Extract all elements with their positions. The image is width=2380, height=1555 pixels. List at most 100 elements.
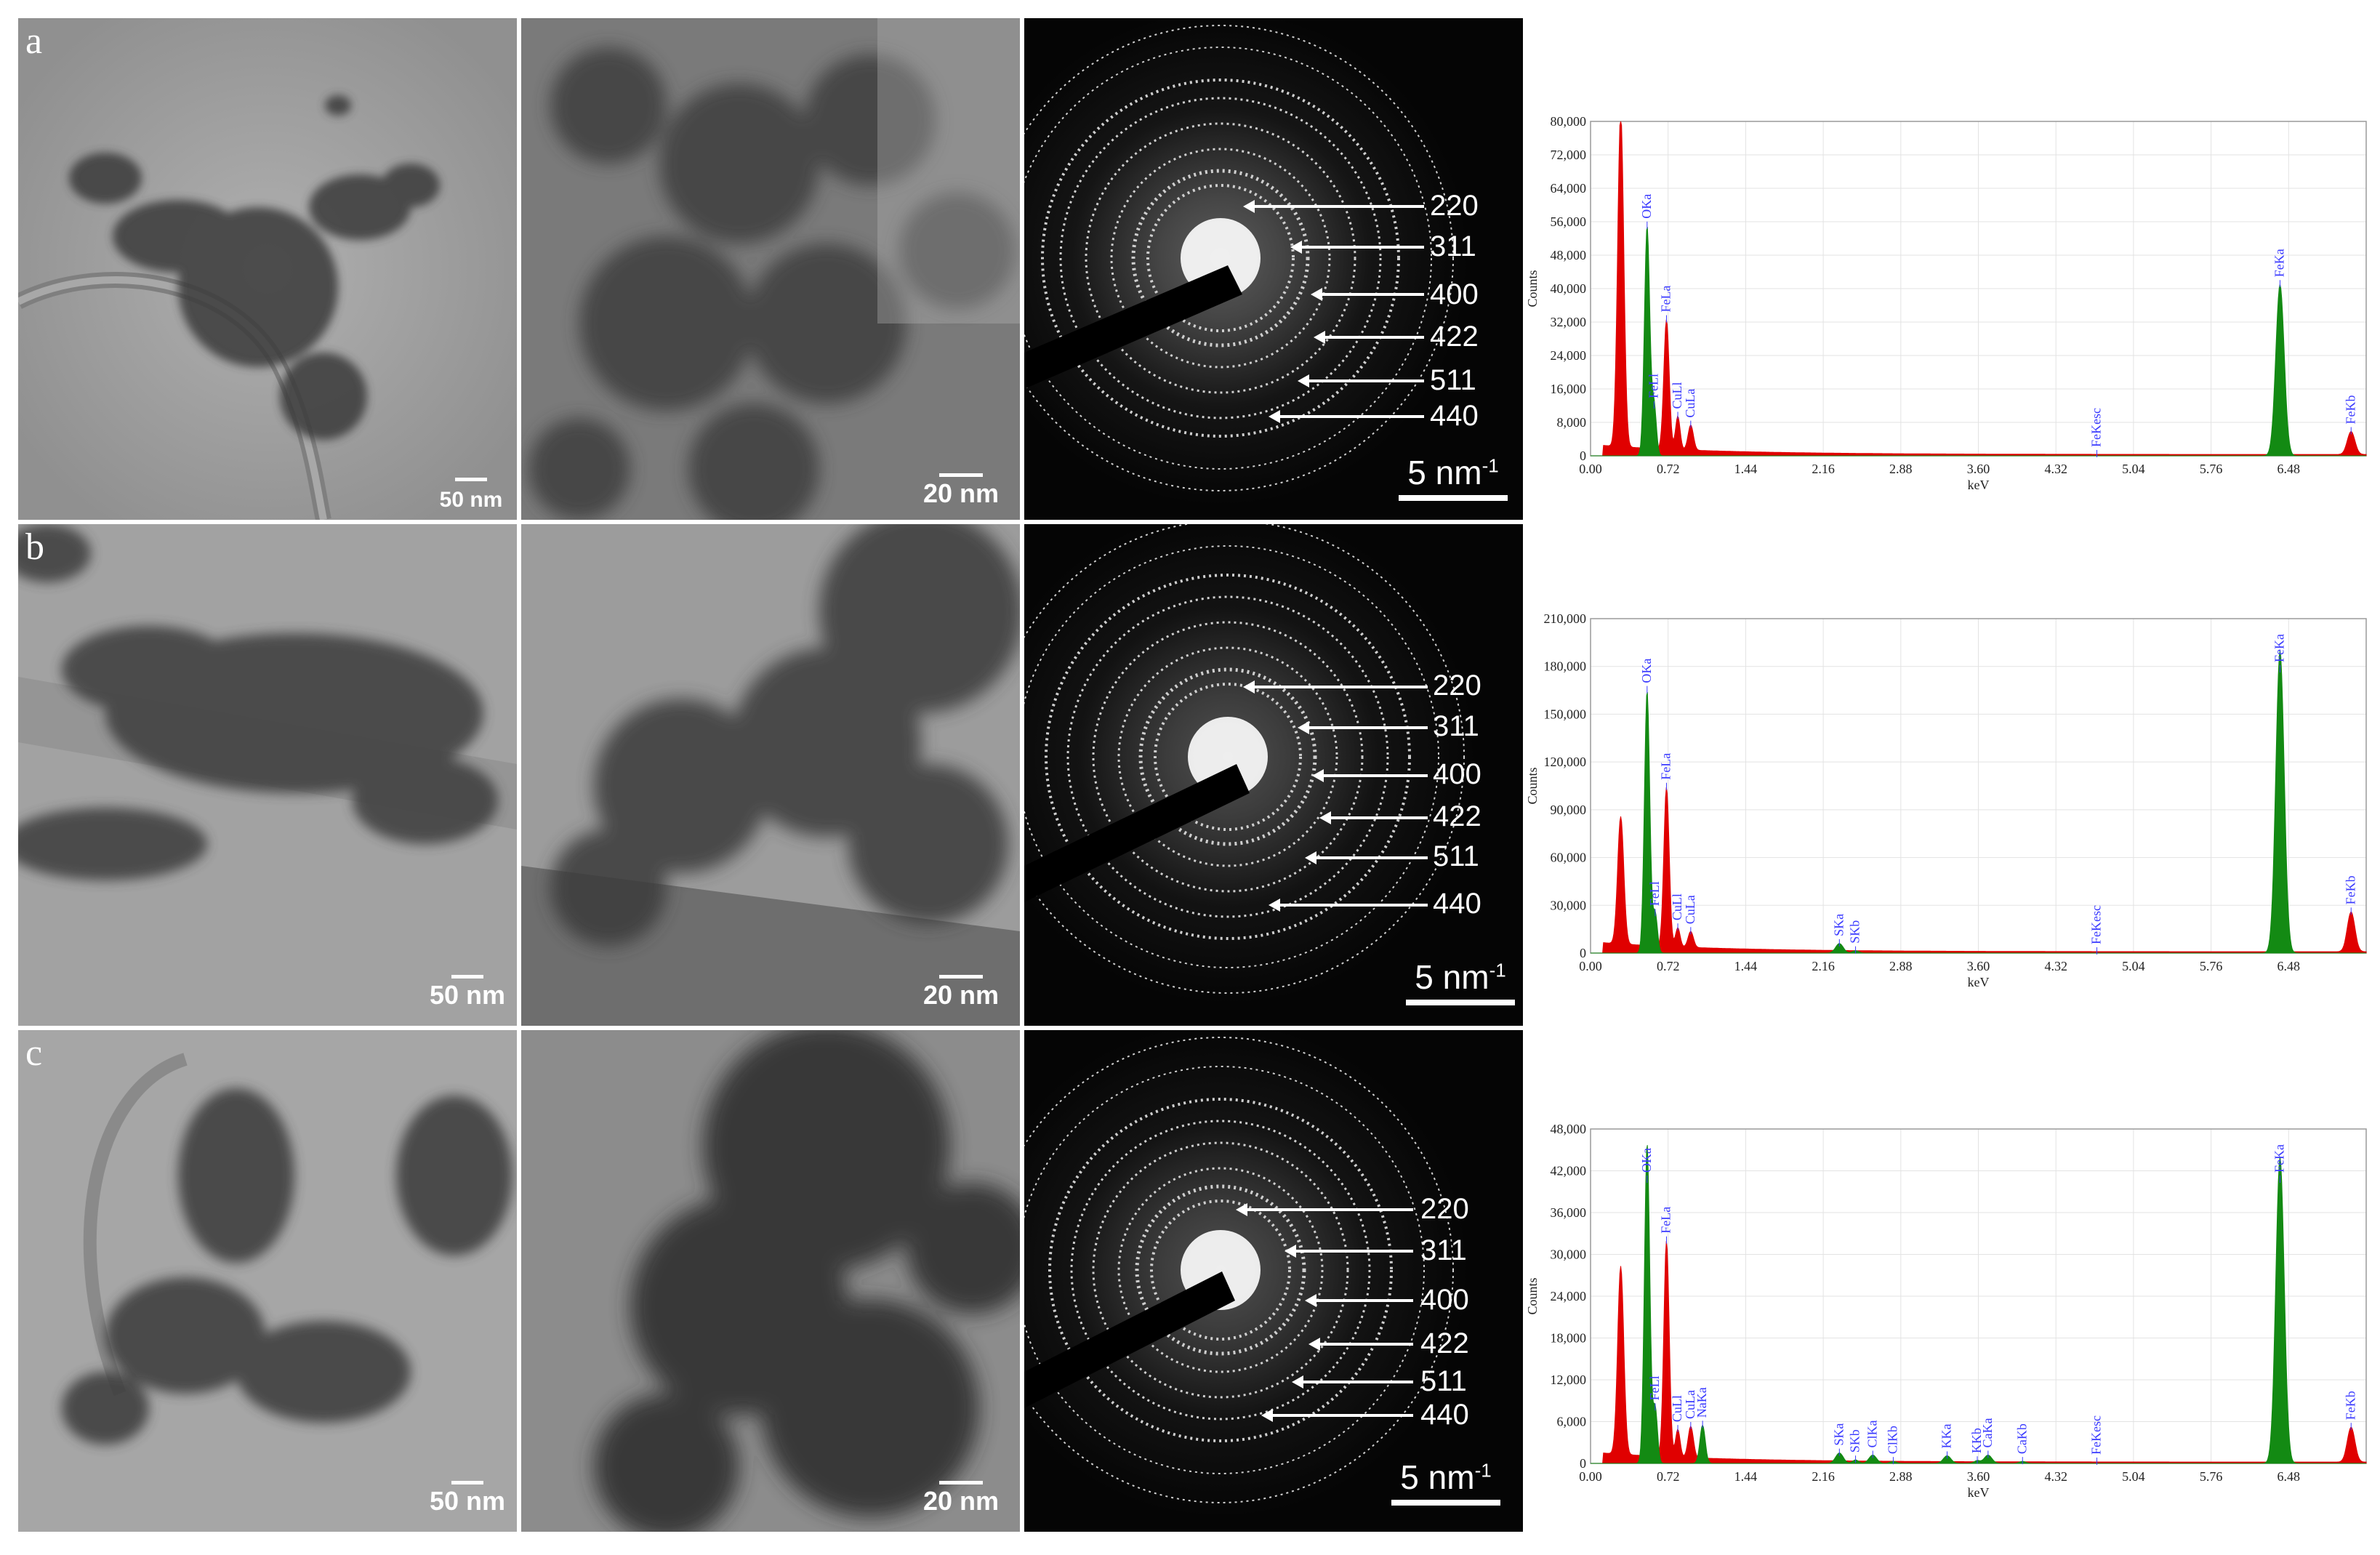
x-tick-label: 3.60 (1967, 1469, 1990, 1484)
ring-label-311: 311 (1420, 1234, 1467, 1266)
scale-bar-overview: 50 nm (431, 478, 511, 513)
x-tick-label: 1.44 (1734, 959, 1758, 973)
x-tick-label: 3.60 (1967, 462, 1990, 476)
ring-arrow (1319, 811, 1428, 824)
peak-label: OKa (1639, 194, 1654, 219)
peak-label: KKb (1969, 1428, 1984, 1453)
x-tick-label: 2.16 (1812, 959, 1835, 973)
scale-bar-label: 20 nm (922, 1486, 1000, 1516)
saed-scale-label: 5 nm (1407, 454, 1482, 491)
peak-label: FeKa (2272, 249, 2286, 277)
peak-label: FeLa (1658, 286, 1673, 313)
tem-detail-a: 20 nm (521, 18, 1020, 520)
x-tick-label: 6.48 (2278, 1469, 2301, 1484)
scale-bar-overview: 50 nm (424, 1481, 511, 1516)
peak-label: SKb (1848, 920, 1862, 944)
x-tick-label: 5.76 (2200, 1469, 2223, 1484)
y-tick-label: 6,000 (1557, 1415, 1587, 1429)
peak-label: FeLa (1658, 1207, 1673, 1234)
y-tick-label: 0 (1580, 1456, 1586, 1471)
x-tick-label: 0.72 (1657, 462, 1680, 476)
x-tick-label: 5.76 (2200, 462, 2223, 476)
y-tick-label: 18,000 (1551, 1331, 1587, 1346)
x-tick-label: 5.04 (2122, 959, 2145, 973)
peak-label: FeLa (1658, 753, 1673, 780)
peak-label: CuLl (1670, 1395, 1684, 1422)
peak-label: SKa (1831, 914, 1846, 936)
y-tick-label: 48,000 (1551, 1122, 1587, 1136)
x-axis-label: keV (1968, 478, 1990, 492)
ring-label-440: 440 (1433, 888, 1482, 920)
scale-bar-label: 20 nm (922, 478, 1000, 508)
ring-arrow (1236, 1203, 1413, 1216)
ring-label-440: 440 (1430, 400, 1479, 432)
y-tick-label: 60,000 (1551, 851, 1587, 865)
ring-label-220: 220 (1433, 670, 1482, 702)
ring-label-511: 511 (1420, 1365, 1467, 1397)
ring-arrow (1269, 899, 1428, 912)
ring-label-440: 440 (1420, 1399, 1469, 1431)
y-tick-label: 120,000 (1544, 755, 1587, 769)
ring-arrow (1298, 374, 1424, 387)
ring-label-220: 220 (1420, 1193, 1469, 1225)
y-tick-label: 150,000 (1544, 707, 1587, 721)
scale-bar-detail: 20 nm (914, 473, 1008, 509)
x-tick-label: 2.88 (1889, 959, 1913, 973)
ring-arrow (1285, 1245, 1413, 1258)
tem-overview-image-b (18, 524, 517, 1026)
tem-overview-a: a 50 nm (18, 18, 517, 520)
ring-label-400: 400 (1420, 1284, 1469, 1316)
peak-label: SKa (1831, 1423, 1846, 1446)
saed-pattern-b (1024, 524, 1523, 1026)
ring-arrow (1243, 680, 1428, 694)
ring-arrow (1269, 410, 1424, 423)
x-tick-label: 2.88 (1889, 1469, 1913, 1484)
ring-arrow (1305, 1294, 1413, 1307)
saed-a: 220 311 400 422 511 440 5 nm-1 (1024, 18, 1523, 520)
ring-label-400: 400 (1433, 758, 1482, 790)
y-tick-label: 48,000 (1551, 248, 1587, 262)
x-tick-label: 1.44 (1734, 462, 1758, 476)
scale-bar-label: 50 nm (429, 1486, 506, 1516)
y-tick-label: 0 (1580, 449, 1586, 463)
x-axis-label: keV (1968, 1485, 1990, 1500)
scale-bar-overview: 50 nm (424, 975, 511, 1010)
x-tick-label: 5.04 (2122, 462, 2145, 476)
y-tick-label: 210,000 (1544, 611, 1587, 626)
y-axis-label: Counts (1527, 270, 1540, 307)
x-tick-label: 1.44 (1734, 1469, 1758, 1484)
ring-label-511: 511 (1433, 840, 1479, 872)
y-tick-label: 16,000 (1551, 382, 1587, 396)
spectrum-area-green (1591, 650, 2366, 954)
saed-scale-bar: 5 nm-1 (1391, 1458, 1500, 1506)
y-tick-label: 36,000 (1551, 1205, 1587, 1220)
tem-overview-image-a (18, 18, 517, 520)
ring-arrow (1290, 241, 1424, 254)
ring-arrow (1311, 288, 1424, 301)
ring-arrow (1243, 200, 1424, 213)
peak-label: ClKb (1885, 1426, 1899, 1454)
peak-label: CuLa (1683, 1390, 1697, 1419)
x-tick-label: 0.00 (1579, 1469, 1602, 1484)
saed-scale-exponent: -1 (1482, 454, 1499, 477)
tem-detail-image-a (521, 18, 1020, 520)
y-tick-label: 180,000 (1544, 659, 1587, 674)
y-tick-label: 24,000 (1551, 1289, 1587, 1303)
peak-label: ClKa (1865, 1420, 1879, 1447)
scale-bar-detail: 20 nm (914, 1481, 1008, 1516)
saed-scale-bar: 5 nm-1 (1399, 453, 1508, 501)
x-tick-label: 6.48 (2278, 462, 2301, 476)
saed-c: 220 311 400 422 511 440 5 nm-1 (1024, 1030, 1523, 1532)
spectrum-area-red (1591, 121, 2367, 457)
peak-label: FeKa (2272, 634, 2286, 662)
spectrum-area-green (1591, 1145, 2366, 1464)
y-tick-label: 72,000 (1551, 148, 1587, 162)
saed-pattern-a (1024, 18, 1523, 520)
peak-label: CaKa (1980, 1418, 1995, 1448)
y-tick-label: 12,000 (1551, 1373, 1587, 1387)
y-tick-label: 64,000 (1551, 181, 1587, 196)
spectrum-area-green (1591, 226, 2366, 457)
tem-overview-image-c (18, 1030, 517, 1532)
y-tick-label: 42,000 (1551, 1164, 1587, 1178)
